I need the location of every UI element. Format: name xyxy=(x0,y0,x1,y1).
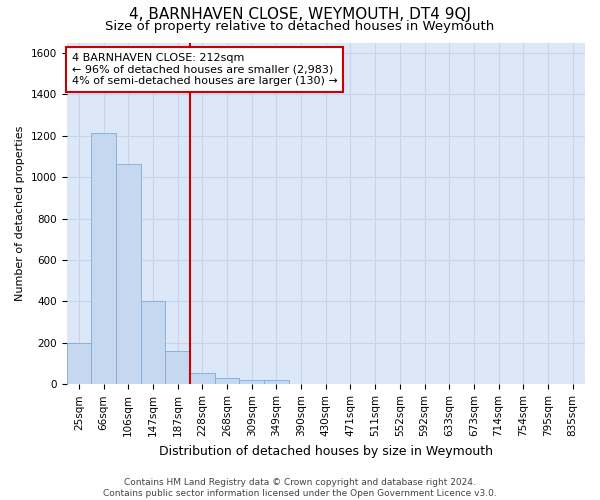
Bar xyxy=(116,164,140,384)
Text: 4, BARNHAVEN CLOSE, WEYMOUTH, DT4 9QJ: 4, BARNHAVEN CLOSE, WEYMOUTH, DT4 9QJ xyxy=(129,8,471,22)
X-axis label: Distribution of detached houses by size in Weymouth: Distribution of detached houses by size … xyxy=(159,444,493,458)
Bar xyxy=(264,380,289,384)
Bar xyxy=(165,351,190,384)
Bar xyxy=(239,380,264,384)
Text: Contains HM Land Registry data © Crown copyright and database right 2024.
Contai: Contains HM Land Registry data © Crown c… xyxy=(103,478,497,498)
Text: 4 BARNHAVEN CLOSE: 212sqm
← 96% of detached houses are smaller (2,983)
4% of sem: 4 BARNHAVEN CLOSE: 212sqm ← 96% of detac… xyxy=(72,53,337,86)
Y-axis label: Number of detached properties: Number of detached properties xyxy=(15,126,25,301)
Bar xyxy=(91,132,116,384)
Text: Size of property relative to detached houses in Weymouth: Size of property relative to detached ho… xyxy=(106,20,494,33)
Bar xyxy=(67,343,91,384)
Bar xyxy=(215,378,239,384)
Bar xyxy=(190,373,215,384)
Bar xyxy=(140,302,165,384)
